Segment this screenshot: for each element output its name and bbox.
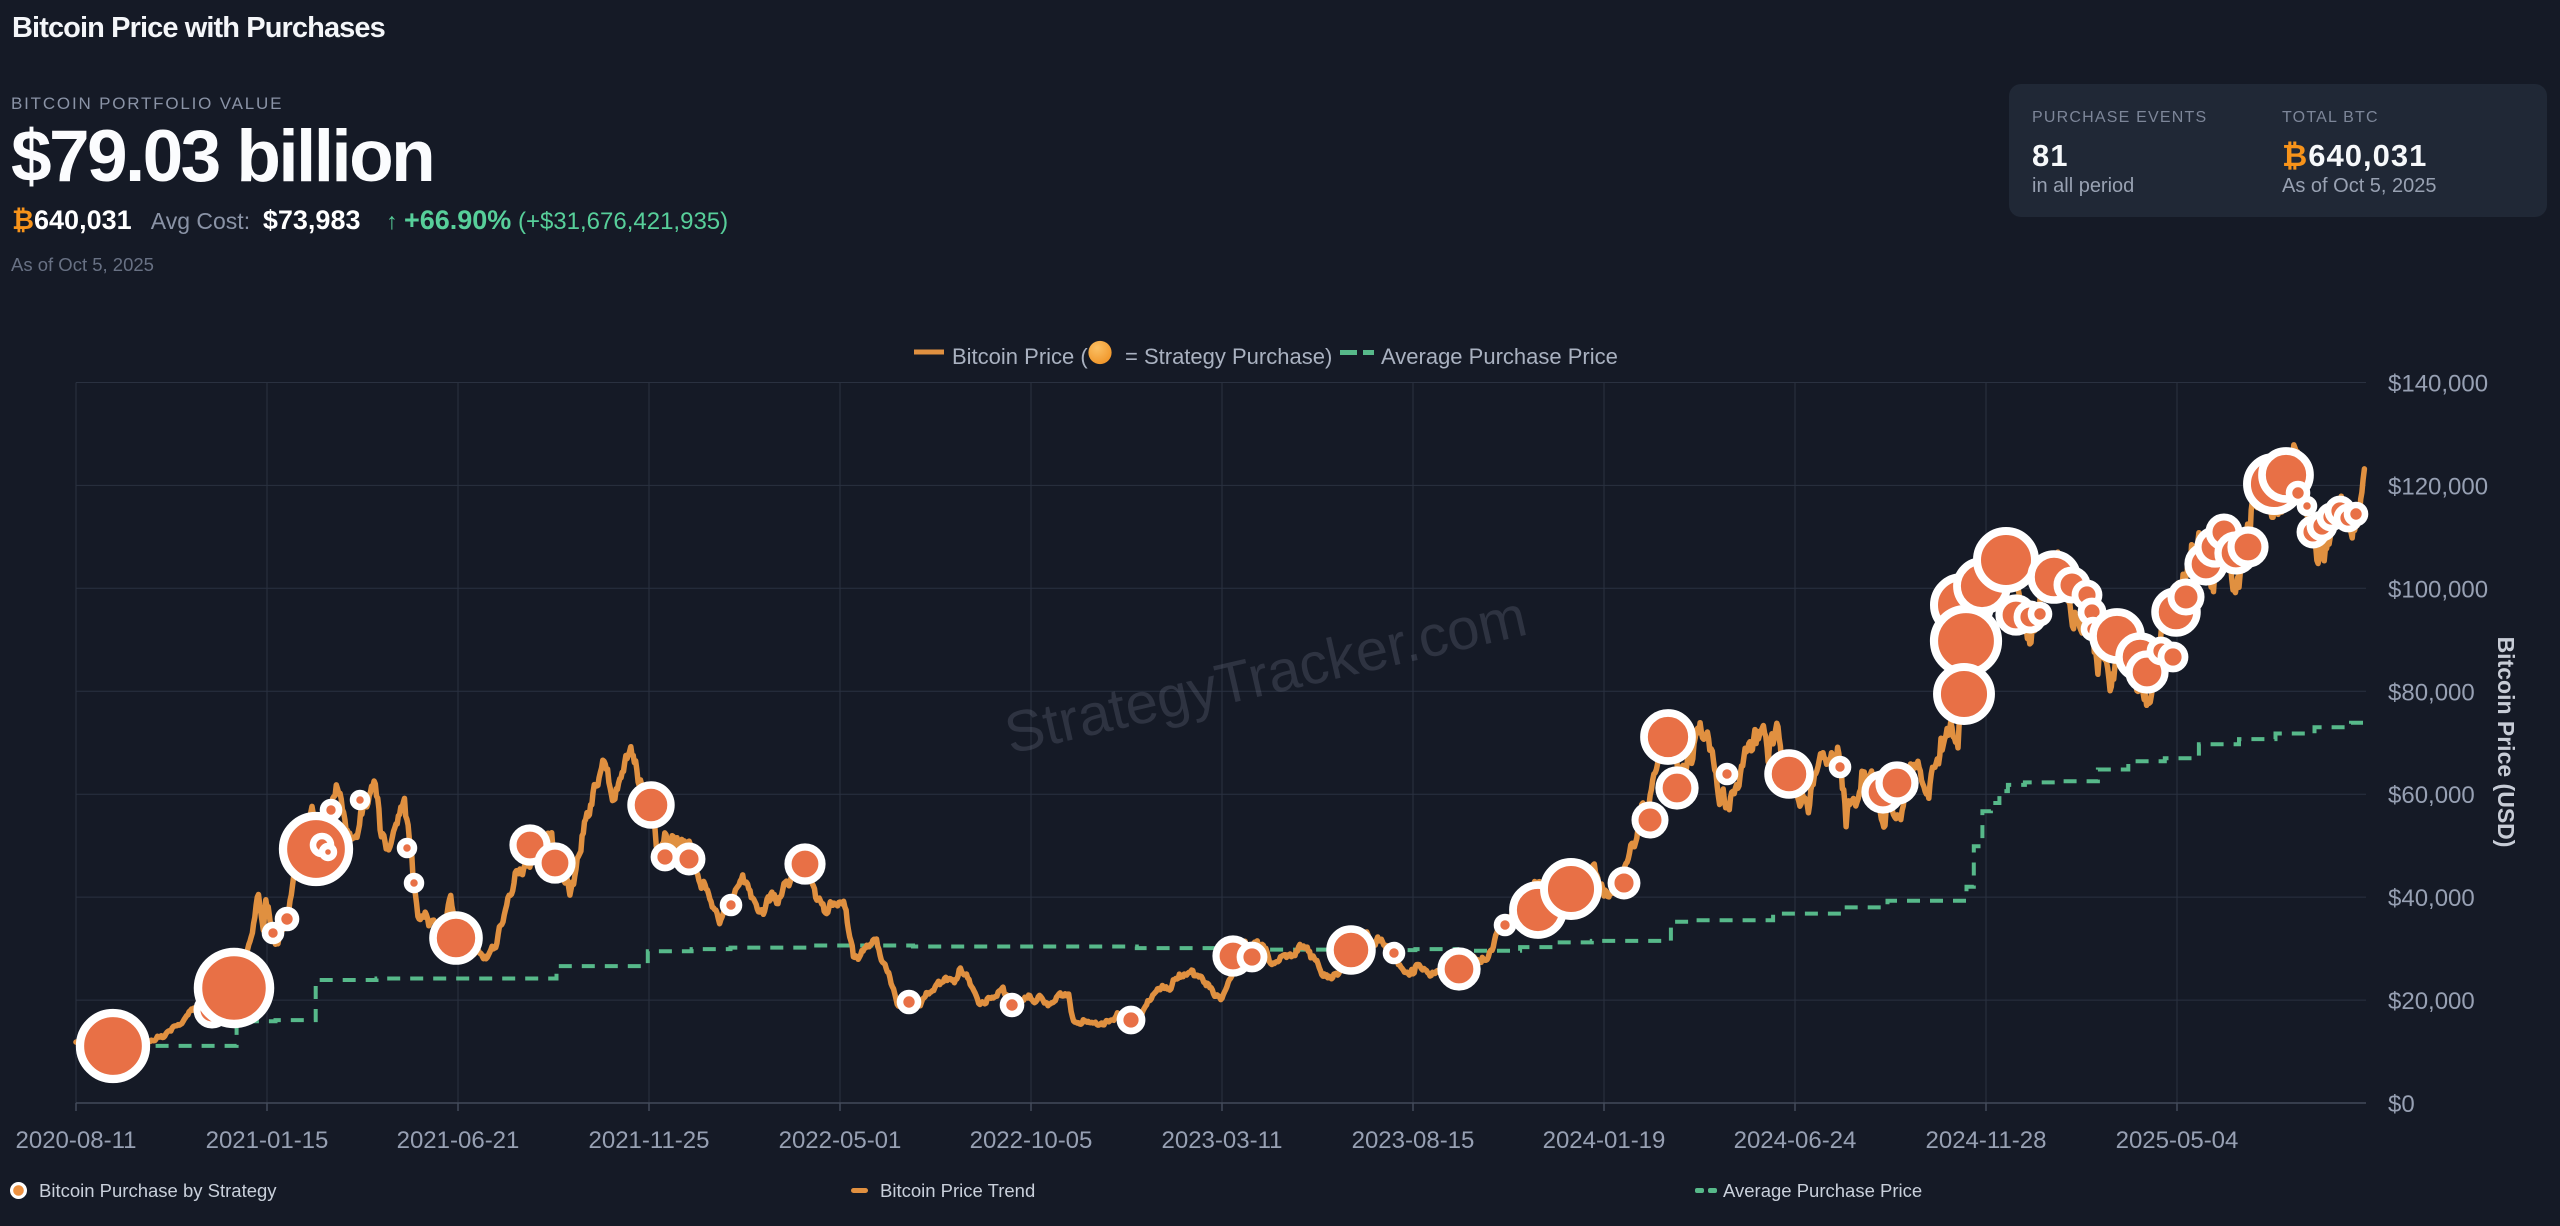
svg-text:2022-10-05: 2022-10-05 [970,1127,1093,1154]
svg-text:Bitcoin Price (: Bitcoin Price ( [952,344,1088,369]
svg-text:2022-05-01: 2022-05-01 [779,1127,902,1154]
svg-text:$120,000: $120,000 [2388,473,2488,500]
svg-text:$80,000: $80,000 [2388,679,2475,706]
svg-text:StrategyTracker.com: StrategyTracker.com [999,583,1533,766]
svg-text:= Strategy Purchase): = Strategy Purchase) [1125,344,1332,369]
svg-text:2021-01-15: 2021-01-15 [206,1127,329,1154]
svg-text:Bitcoin Price Trend: Bitcoin Price Trend [880,1180,1035,1201]
svg-text:$40,000: $40,000 [2388,885,2475,912]
svg-text:Bitcoin Purchase by Strategy: Bitcoin Purchase by Strategy [39,1180,277,1201]
svg-text:$60,000: $60,000 [2388,782,2475,809]
svg-text:2025-05-04: 2025-05-04 [2116,1127,2239,1154]
svg-text:2020-08-11: 2020-08-11 [16,1127,137,1154]
svg-text:2024-06-24: 2024-06-24 [1734,1127,1857,1154]
svg-text:2024-01-19: 2024-01-19 [1543,1127,1666,1154]
svg-text:2021-11-25: 2021-11-25 [589,1127,710,1154]
svg-text:$140,000: $140,000 [2388,371,2488,398]
svg-text:2023-03-11: 2023-03-11 [1162,1127,1283,1154]
svg-text:Bitcoin Price (USD): Bitcoin Price (USD) [2493,637,2519,848]
svg-text:2021-06-21: 2021-06-21 [397,1127,520,1154]
svg-text:$20,000: $20,000 [2388,988,2475,1015]
svg-text:$0: $0 [2388,1091,2415,1118]
svg-text:2024-11-28: 2024-11-28 [1926,1127,2047,1154]
svg-text:2023-08-15: 2023-08-15 [1352,1127,1475,1154]
svg-text:$100,000: $100,000 [2388,576,2488,603]
svg-text:Average Purchase Price: Average Purchase Price [1381,344,1618,369]
svg-text:Average Purchase Price: Average Purchase Price [1723,1180,1922,1201]
